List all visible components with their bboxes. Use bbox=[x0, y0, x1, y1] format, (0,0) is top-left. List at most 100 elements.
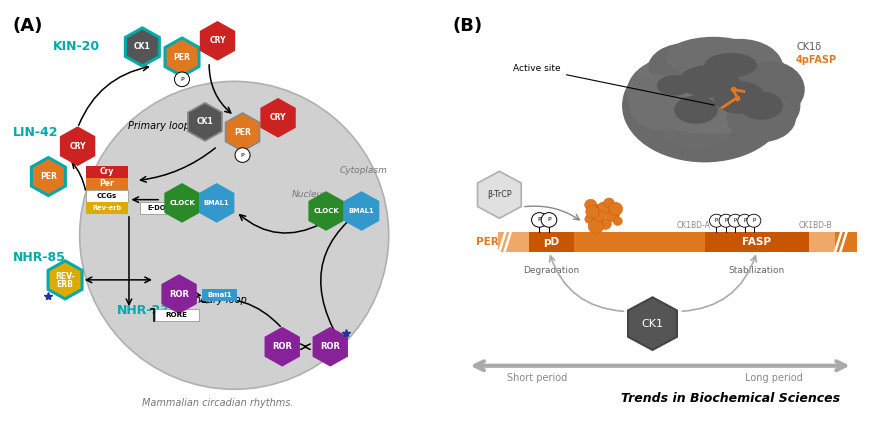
Circle shape bbox=[597, 202, 609, 214]
Ellipse shape bbox=[626, 73, 678, 114]
FancyBboxPatch shape bbox=[808, 232, 834, 252]
Text: ROR: ROR bbox=[272, 342, 292, 351]
Polygon shape bbox=[477, 171, 521, 218]
Ellipse shape bbox=[734, 61, 804, 118]
Ellipse shape bbox=[704, 73, 799, 138]
Text: CK1: CK1 bbox=[640, 319, 663, 329]
Text: P: P bbox=[742, 218, 746, 223]
Polygon shape bbox=[200, 184, 234, 222]
Text: Mammalian circadian rhythms.: Mammalian circadian rhythms. bbox=[142, 398, 293, 408]
FancyBboxPatch shape bbox=[86, 165, 128, 178]
FancyBboxPatch shape bbox=[140, 202, 176, 214]
Text: P: P bbox=[537, 217, 541, 222]
Text: CK1BD-A: CK1BD-A bbox=[676, 221, 710, 230]
Text: KIN-20: KIN-20 bbox=[52, 41, 100, 54]
Text: Cry: Cry bbox=[100, 167, 114, 176]
Ellipse shape bbox=[673, 95, 717, 124]
Circle shape bbox=[593, 210, 605, 222]
Polygon shape bbox=[165, 184, 199, 222]
Text: Rev-erb: Rev-erb bbox=[92, 205, 122, 211]
Ellipse shape bbox=[713, 81, 765, 114]
Text: Active site: Active site bbox=[513, 64, 713, 105]
Polygon shape bbox=[48, 261, 82, 299]
Text: PER: PER bbox=[234, 127, 250, 136]
Text: CK1δ: CK1δ bbox=[795, 42, 820, 52]
Text: Short period: Short period bbox=[507, 373, 567, 383]
FancyBboxPatch shape bbox=[86, 190, 128, 202]
Ellipse shape bbox=[739, 92, 782, 120]
Text: PER: PER bbox=[40, 172, 56, 181]
Text: FASP: FASP bbox=[741, 237, 771, 247]
Text: ROR: ROR bbox=[169, 289, 189, 298]
Text: E-DOX: E-DOX bbox=[147, 205, 170, 211]
Text: CRY: CRY bbox=[209, 36, 225, 45]
Polygon shape bbox=[344, 192, 378, 230]
Polygon shape bbox=[627, 297, 676, 350]
Polygon shape bbox=[225, 113, 259, 151]
Text: Long period: Long period bbox=[745, 373, 802, 383]
Circle shape bbox=[584, 199, 596, 211]
Circle shape bbox=[599, 219, 611, 230]
Circle shape bbox=[584, 215, 594, 223]
Ellipse shape bbox=[630, 89, 691, 130]
Text: ERB: ERB bbox=[56, 280, 73, 289]
Text: CLOCK: CLOCK bbox=[313, 208, 339, 214]
Ellipse shape bbox=[726, 94, 795, 142]
Text: P: P bbox=[241, 153, 244, 157]
Ellipse shape bbox=[656, 75, 691, 95]
Ellipse shape bbox=[695, 39, 782, 95]
Text: (B): (B) bbox=[452, 16, 482, 35]
FancyBboxPatch shape bbox=[86, 178, 128, 190]
Ellipse shape bbox=[621, 49, 786, 162]
Text: 4pFASP: 4pFASP bbox=[795, 55, 836, 65]
FancyBboxPatch shape bbox=[497, 232, 856, 252]
Text: P: P bbox=[752, 218, 754, 223]
Ellipse shape bbox=[669, 45, 791, 118]
Circle shape bbox=[709, 214, 723, 227]
Text: LIN-42: LIN-42 bbox=[13, 125, 58, 138]
Ellipse shape bbox=[626, 57, 721, 130]
Text: PER: PER bbox=[174, 53, 190, 62]
FancyBboxPatch shape bbox=[202, 289, 237, 301]
Circle shape bbox=[531, 213, 547, 227]
Ellipse shape bbox=[704, 53, 756, 77]
Text: Trends in Biochemical Sciences: Trends in Biochemical Sciences bbox=[620, 392, 839, 405]
Text: β-TrCP: β-TrCP bbox=[487, 190, 511, 199]
FancyBboxPatch shape bbox=[528, 232, 574, 252]
Polygon shape bbox=[165, 38, 199, 76]
Polygon shape bbox=[308, 192, 342, 230]
Text: (A): (A) bbox=[13, 16, 43, 35]
Text: CK1: CK1 bbox=[134, 43, 150, 51]
Text: ROR: ROR bbox=[320, 342, 340, 351]
Circle shape bbox=[235, 148, 249, 162]
Text: Primary loop: Primary loop bbox=[128, 121, 189, 131]
Text: P: P bbox=[180, 77, 183, 82]
Polygon shape bbox=[31, 157, 65, 196]
Circle shape bbox=[590, 204, 605, 218]
Text: NHR-85: NHR-85 bbox=[13, 251, 66, 264]
Circle shape bbox=[605, 208, 619, 222]
Text: CK1BD-B: CK1BD-B bbox=[798, 221, 832, 230]
Text: PER2: PER2 bbox=[476, 237, 506, 247]
Circle shape bbox=[607, 202, 622, 216]
Circle shape bbox=[587, 219, 603, 234]
Polygon shape bbox=[188, 103, 222, 141]
Circle shape bbox=[541, 213, 556, 227]
Polygon shape bbox=[200, 22, 235, 60]
Polygon shape bbox=[261, 99, 295, 137]
Polygon shape bbox=[61, 127, 95, 165]
FancyBboxPatch shape bbox=[497, 232, 528, 252]
Text: NHR-23: NHR-23 bbox=[117, 304, 170, 317]
Text: P: P bbox=[547, 217, 550, 222]
Polygon shape bbox=[265, 327, 299, 366]
FancyBboxPatch shape bbox=[155, 309, 198, 321]
Text: BMAL1: BMAL1 bbox=[348, 208, 374, 214]
FancyBboxPatch shape bbox=[86, 202, 128, 214]
Text: Bmal1: Bmal1 bbox=[207, 292, 232, 298]
Ellipse shape bbox=[80, 81, 388, 389]
Text: Secondary loop: Secondary loop bbox=[171, 295, 247, 305]
Text: P: P bbox=[724, 218, 726, 223]
FancyBboxPatch shape bbox=[704, 232, 808, 252]
Text: P: P bbox=[714, 218, 717, 223]
Text: CRY: CRY bbox=[70, 142, 86, 151]
